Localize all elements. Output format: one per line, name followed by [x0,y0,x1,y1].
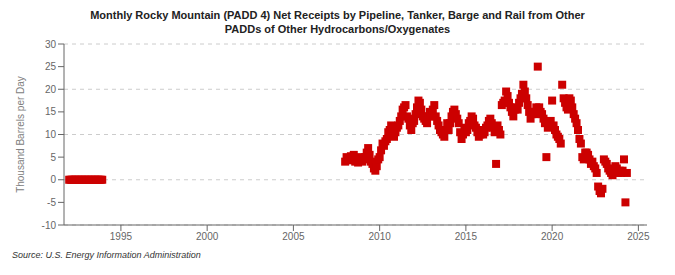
svg-text:0: 0 [50,174,56,185]
svg-text:-5: -5 [47,197,56,208]
svg-text:2005: 2005 [282,231,305,242]
svg-text:-10: -10 [42,220,57,231]
svg-text:15: 15 [45,106,57,117]
svg-text:1995: 1995 [110,231,133,242]
svg-text:5: 5 [50,152,56,163]
svg-text:2025: 2025 [627,231,650,242]
html-text:Monthly Rocky Mountain (PADD 4: Monthly Rocky Mountain (PADD 4) Net Rece… [90,9,585,35]
svg-text:Thousand Barrels per Day: Thousand Barrels per Day [15,76,26,193]
svg-text:2015: 2015 [455,231,478,242]
html-text:Source: U.S. Energy Informatio: Source: U.S. Energy Information Administ… [12,250,201,260]
svg-text:10: 10 [45,129,57,140]
svg-text:2000: 2000 [196,231,219,242]
svg-text:20: 20 [45,84,57,95]
svg-text:30: 30 [45,39,57,50]
svg-text:25: 25 [45,61,57,72]
svg-text:2020: 2020 [541,231,564,242]
svg-text:2010: 2010 [369,231,392,242]
